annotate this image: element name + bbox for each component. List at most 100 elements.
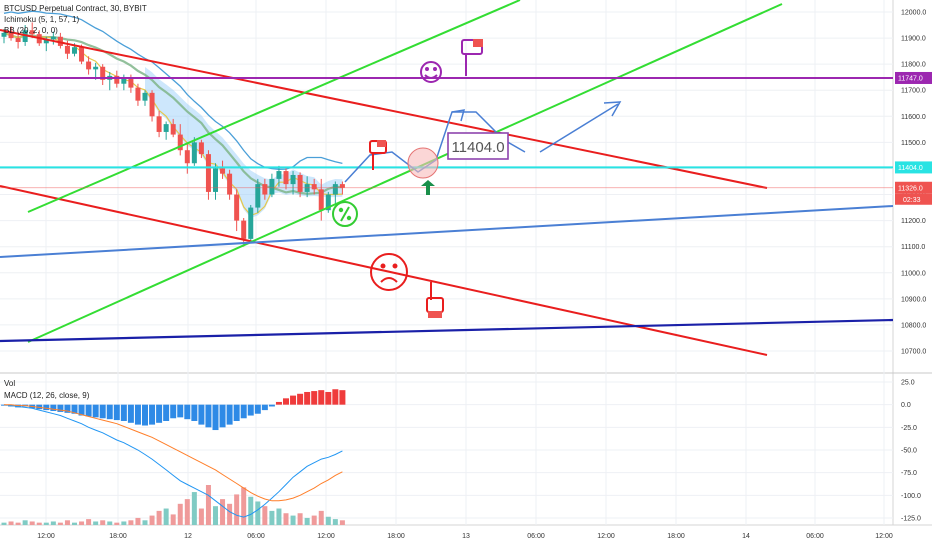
macd-histogram-bar xyxy=(198,404,205,425)
volume-bar xyxy=(339,520,345,525)
happy-face-icon[interactable] xyxy=(420,61,442,83)
volume-bar xyxy=(36,522,42,525)
volume-bar xyxy=(72,522,77,525)
macd-histogram-bar xyxy=(247,404,254,416)
grid xyxy=(0,0,893,525)
volume-bar xyxy=(184,499,190,525)
upper-red-trendline[interactable] xyxy=(0,29,768,189)
macd-tick-label: -125.0 xyxy=(901,516,921,523)
candle-body xyxy=(297,174,303,192)
macd-histogram xyxy=(1,389,346,431)
navy-support-trendline[interactable] xyxy=(0,318,893,343)
volume-bar xyxy=(1,522,7,525)
green-circle-marker-icon[interactable] xyxy=(332,201,358,227)
macd-histogram-bar xyxy=(233,404,240,421)
macd-histogram-bar xyxy=(120,404,127,421)
volume-bar xyxy=(156,510,162,525)
candle-body xyxy=(269,178,275,195)
volume-bar xyxy=(100,520,106,525)
price-tag xyxy=(895,71,932,84)
macd-histogram-bar xyxy=(191,404,198,421)
projection-long-arrow xyxy=(539,103,619,153)
lower-red-trendline[interactable] xyxy=(0,185,768,356)
price-tick-label: 11500.0 xyxy=(901,140,926,147)
macd-histogram-bar xyxy=(134,404,141,425)
candle-body xyxy=(255,184,261,208)
candle-body xyxy=(198,142,204,155)
candle-body xyxy=(156,116,162,132)
macd-histogram-bar xyxy=(106,404,113,420)
price-tag xyxy=(895,161,932,174)
candle-body xyxy=(79,47,85,62)
sad-face-icon[interactable] xyxy=(370,253,408,291)
macd-tick-label: 25.0 xyxy=(901,380,915,387)
volume-bar xyxy=(121,521,127,525)
bb-legend[interactable]: BB (20, 2, 0, 0) xyxy=(4,26,58,35)
macd-histogram-bar xyxy=(142,404,148,426)
volume-bar xyxy=(93,521,99,525)
price-callout[interactable]: 11404.0 xyxy=(447,132,509,160)
macd-legend[interactable]: MACD (12, 26, close, 9) xyxy=(4,391,90,400)
arrowhead xyxy=(451,109,466,122)
volume-bar xyxy=(227,503,233,525)
symbol-title[interactable]: BTCUSD Perpetual Contract, 30, BYBIT xyxy=(4,4,147,13)
price-tick-label: 11200.0 xyxy=(901,218,926,225)
candle-body xyxy=(64,45,70,54)
macd-histogram-bar xyxy=(254,404,261,414)
countdown-tag xyxy=(895,193,932,205)
macd-histogram-bar xyxy=(92,404,99,418)
volume-legend[interactable]: Vol xyxy=(4,379,15,388)
time-tick-label: 06:00 xyxy=(806,533,824,540)
time-tick-label: 06:00 xyxy=(527,533,545,540)
volume-bar xyxy=(8,521,14,525)
arrowhead xyxy=(603,101,622,117)
volume-bar xyxy=(191,492,197,525)
pointing-hand-up-icon[interactable] xyxy=(426,282,444,318)
candle-body xyxy=(318,189,324,211)
candle-body xyxy=(205,154,211,192)
price-tick-label: 11100.0 xyxy=(901,244,925,251)
time-tick-label: 18:00 xyxy=(667,533,685,540)
price-tick-label: 12000.0 xyxy=(901,10,926,17)
signal-line xyxy=(4,404,343,502)
pointing-hand-down-icon[interactable] xyxy=(461,39,483,76)
blue-support-trendline[interactable] xyxy=(0,205,893,258)
macd-histogram-bar xyxy=(332,389,339,405)
candle-body xyxy=(248,207,254,239)
macd-histogram-bar xyxy=(57,404,64,412)
time-tick-label: 12:00 xyxy=(597,533,615,540)
macd-histogram-bar xyxy=(78,404,85,416)
candle-body xyxy=(213,168,218,192)
candle-body xyxy=(290,174,296,185)
time-axis-ticks: 12:00 18:00 12 06:00 12:00 18:00 13 06:00 12:00 1… xyxy=(37,533,893,540)
pointing-hand-down-icon[interactable] xyxy=(369,140,387,170)
volume-bar xyxy=(107,521,113,525)
macd-histogram-bar xyxy=(170,404,177,419)
ichimoku-legend[interactable]: Ichimoku (5, 1, 57, 1) xyxy=(4,15,79,24)
volume-bar xyxy=(22,520,28,525)
volume-bar xyxy=(311,515,317,525)
arrow-up-icon[interactable] xyxy=(421,180,435,195)
lower-green-trendline[interactable] xyxy=(27,3,783,343)
candle-body xyxy=(220,168,226,174)
volume-bar xyxy=(248,496,254,525)
macd-histogram-bar xyxy=(304,391,311,405)
macd-histogram-bar xyxy=(226,404,233,425)
macd-histogram-bar xyxy=(127,404,134,423)
candle-body xyxy=(135,87,141,101)
candle-body xyxy=(100,66,106,80)
macd-tick-label: -50.0 xyxy=(901,448,917,455)
price-axis-panel[interactable] xyxy=(893,0,932,550)
candle-body xyxy=(114,75,120,84)
candles-group xyxy=(1,22,345,247)
candle-body xyxy=(184,150,190,164)
upper-green-trendline[interactable] xyxy=(27,0,521,213)
price-tick-label: 11800.0 xyxy=(901,62,926,69)
time-tick-label: 06:00 xyxy=(247,533,265,540)
macd-histogram-bar xyxy=(43,404,50,411)
candle-body xyxy=(163,124,169,132)
candle-body xyxy=(234,194,240,221)
volume-bar xyxy=(304,517,310,525)
highlight-ellipse[interactable] xyxy=(407,147,439,179)
